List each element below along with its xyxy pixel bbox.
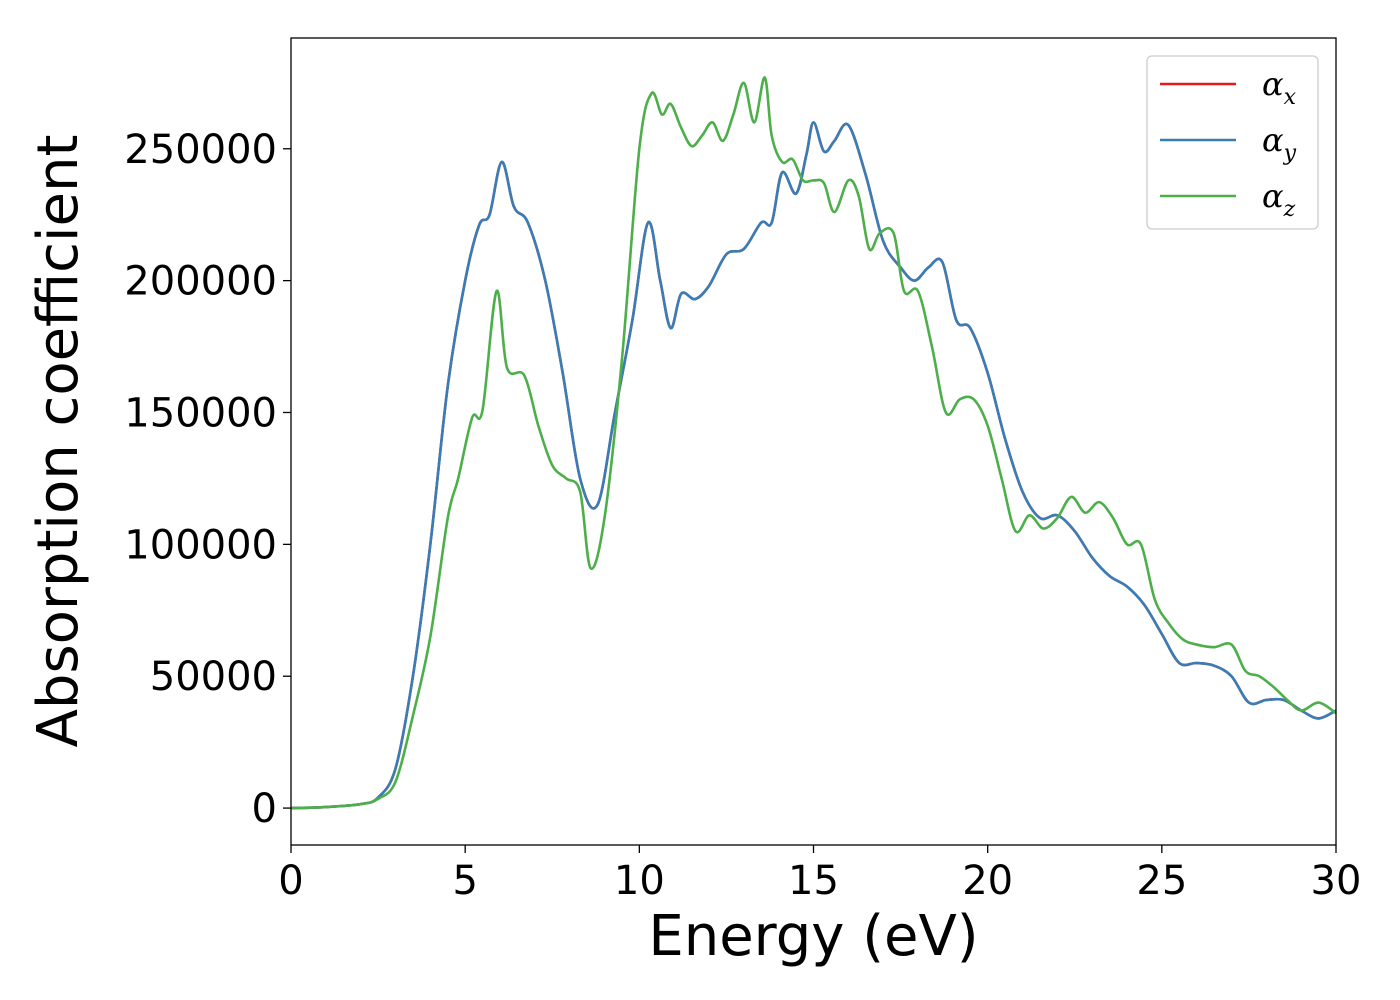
series-line-z bbox=[291, 76, 1336, 810]
y-tick-label: 100000 bbox=[124, 522, 277, 568]
legend-box bbox=[1146, 55, 1319, 230]
x-tick-label: 25 bbox=[1136, 858, 1187, 904]
x-axis-label: Energy (eV) bbox=[648, 904, 978, 969]
y-tick-label: 150000 bbox=[124, 390, 277, 436]
y-tick-label: 200000 bbox=[124, 259, 277, 305]
series-line-y bbox=[291, 121, 1336, 810]
y-tick-label: 250000 bbox=[124, 127, 277, 173]
x-tick-label: 10 bbox=[614, 858, 665, 904]
x-tick-label: 0 bbox=[278, 858, 303, 904]
series-layer bbox=[291, 76, 1336, 810]
x-axis-ticks: 0 5 10 15 20 25 30 bbox=[278, 845, 1361, 904]
y-axis-label: Absorption coefficient bbox=[26, 135, 91, 748]
y-tick-label: 50000 bbox=[150, 654, 277, 700]
x-tick-label: 30 bbox=[1311, 858, 1362, 904]
x-tick-label: 5 bbox=[452, 858, 477, 904]
y-axis-ticks: 0 50000 100000 150000 200000 250000 bbox=[124, 127, 291, 832]
x-tick-label: 15 bbox=[788, 858, 839, 904]
y-tick-label: 0 bbox=[252, 786, 277, 832]
x-tick-label: 20 bbox=[962, 858, 1013, 904]
